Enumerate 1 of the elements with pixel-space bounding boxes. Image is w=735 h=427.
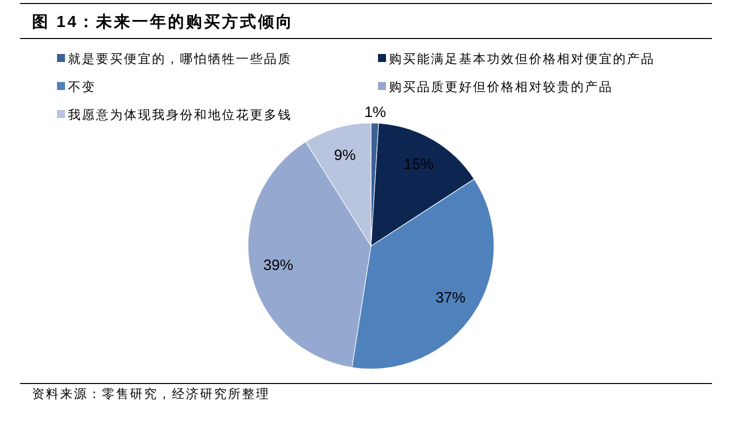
- title: 图 14：未来一年的购买方式倾向: [32, 14, 294, 31]
